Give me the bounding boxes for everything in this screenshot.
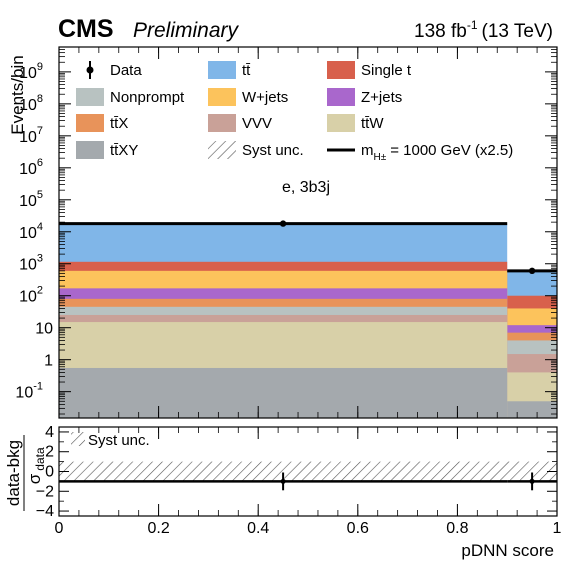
main-frame [58,46,558,419]
stack-bar-ttxy-bin1 [507,401,557,418]
ratio-points [59,472,557,491]
ratio-syst-band [59,461,557,482]
y-tick-label-6: 105 [19,189,43,210]
ratio-legend: Syst unc. [71,432,150,449]
ratio-point-0 [280,478,286,484]
ratio-ylabel-top: data-bkg [4,440,23,506]
legend-4-label: W+jets [242,89,288,106]
legend-1-label: tt̄ [242,62,251,79]
y-tick-label-10: 109 [19,61,43,82]
ratio-y-tick-label-2: 0 [45,464,54,481]
legend-6-label: tt̄X [110,115,128,132]
legend-1-swatch [208,61,236,79]
energy-label: (13 TeV) [482,21,553,42]
x-tick-label-1: 0.2 [147,520,169,537]
legend-4-swatch [208,88,236,106]
data-point-0 [279,220,287,227]
ratio-point-1 [529,478,535,484]
stacked-histogram [59,222,557,418]
legend-6-swatch [76,114,104,132]
data-point-1 [528,267,536,275]
legend-8-swatch [327,114,355,132]
y-tick-label-7: 106 [19,157,43,178]
legend-0-label: Data [110,62,142,79]
main-axes: 10-11 10 102 103 104 105 106 107 108 109 [15,46,558,419]
lumi-value: 138 fb [414,21,467,42]
x-axis-label: pDNN score [461,541,554,560]
x-tick-label-2: 0.4 [247,520,269,537]
ratio-legend-label: Syst unc. [88,432,150,449]
legend: Data tt̄ Single t Nonprompt W+jets Z+jets tt̄X… [76,61,513,163]
legend-9-swatch [76,141,104,159]
ratio-y-tick-label-1: −2 [36,483,54,500]
legend-2-label: Single t [361,62,412,79]
ratio-legend-swatch [71,432,85,446]
x-tick-label-5: 1 [553,520,562,537]
ratio-y-axis-label: data-bkg σ data [4,435,47,511]
ratio-ylabel-sub: data [33,447,47,471]
ratio-axes: −4 −2 0 2 4 0 0.2 0.4 0.6 0.8 1 [36,424,562,537]
legend-10-swatch [208,141,236,159]
ratio-y-tick-label-4: 4 [45,424,54,441]
legend-9-label: tt̄XY [110,142,138,159]
y-tick-label-8: 107 [19,125,43,146]
ratio-y-tick-label-3: 2 [45,444,54,461]
ratio-band-rect [59,461,557,482]
y-tick-label-9: 108 [19,93,43,114]
ratio-y-tick-label-0: −4 [36,503,54,520]
legend-10-label: Syst unc. [242,142,304,159]
y-tick-label-5: 104 [19,221,43,242]
y-tick-label-4: 103 [19,253,43,274]
legend-11-label: mH± = 1000 GeV (x2.5) [361,142,513,163]
legend-3-swatch [76,88,104,106]
x-tick-label-3: 0.6 [347,520,369,537]
data-points [279,220,536,275]
legend-0-marker [86,66,94,74]
ratio-ylabel-bottom: σ [25,473,44,484]
stack-bar-ttxy-bin0 [59,367,508,418]
legend-8-label: tt̄W [361,115,384,132]
lumi-exponent: -1 [467,18,478,32]
legend-5-label: Z+jets [361,89,402,106]
experiment-label: CMS [58,15,114,43]
legend-5-swatch [327,88,355,106]
legend-2-swatch [327,61,355,79]
lumi-label: 138 fb-1 (13 TeV) [414,18,553,42]
legend-7-label: VVV [242,115,272,132]
status-label: Preliminary [133,19,240,42]
y-tick-label-3: 102 [19,285,43,306]
x-tick-label-4: 0.8 [446,520,468,537]
y-tick-label-1: 1 [44,353,53,370]
legend-3-label: Nonprompt [110,89,185,106]
y-tick-label-2: 10 [35,321,53,338]
channel-label: e, 3b3j [282,179,330,196]
legend-7-swatch [208,114,236,132]
x-tick-label-0: 0 [55,520,64,537]
y-axis-label: Events/bin [8,55,27,134]
y-tick-label-0: 10-1 [15,381,43,402]
